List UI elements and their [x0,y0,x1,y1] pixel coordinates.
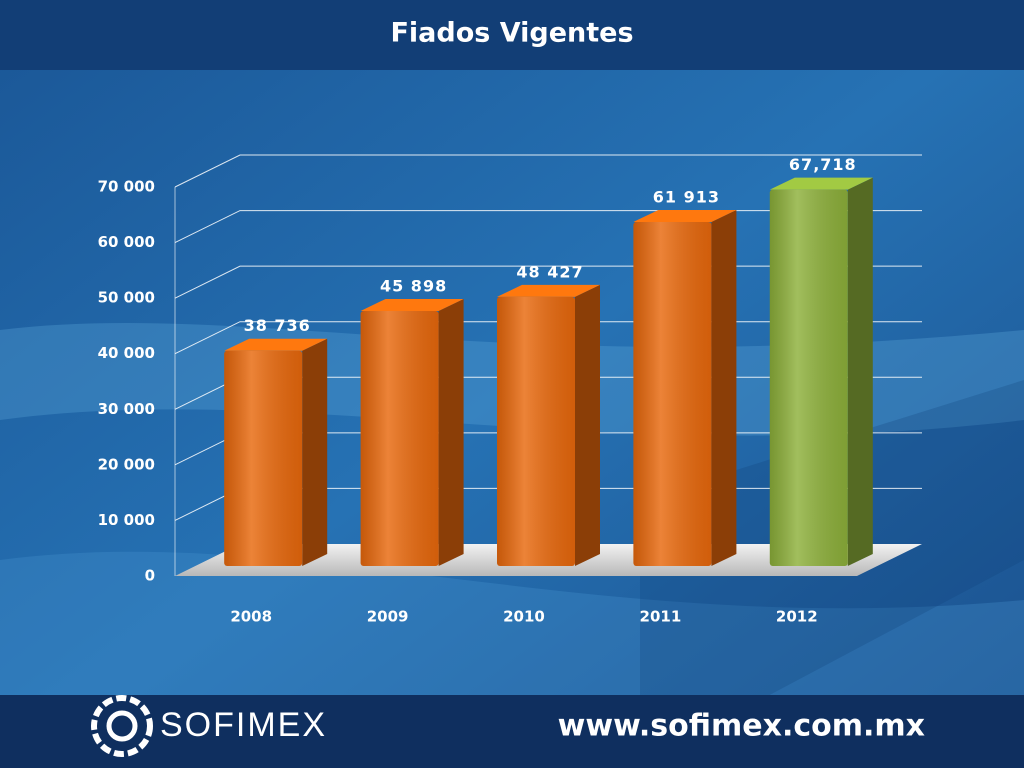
bar-shine [224,350,303,566]
bar-side [847,177,873,566]
data-label: 48 427 [516,262,583,281]
bar-side [711,209,737,566]
bar-top [224,338,328,351]
brand-name: SOFIMEX [160,706,327,744]
bar-shine [360,310,439,566]
x-tick-label: 2012 [776,608,818,626]
logo-ring [91,695,153,757]
bar-top [769,177,873,190]
footer-band [0,695,1024,768]
y-tick-label: 10 000 [98,511,155,529]
x-tick-label: 2011 [640,608,682,626]
bar-shine [497,296,575,566]
x-tick-label: 2008 [230,608,272,626]
y-tick-label: 50 000 [98,289,155,307]
data-label: 61 913 [653,187,720,206]
bar-top [360,298,464,311]
bar-shine [633,221,712,566]
y-tick-label: 30 000 [98,400,155,418]
y-tick-label: 0 [145,567,155,585]
bar-shine [769,189,848,566]
bar-side [575,284,600,566]
x-tick-label: 2009 [367,608,409,626]
y-tick-label: 70 000 [98,178,155,196]
y-tick-label: 60 000 [98,233,155,251]
bar-side [438,298,464,566]
bar-top [497,284,600,297]
chart-title: Fiados Vigentes [390,18,633,49]
logo-icon [91,695,153,757]
data-label: 67,718 [789,155,857,174]
data-label: 45 898 [380,276,447,295]
grid-line [174,154,922,188]
logo-core [106,710,138,742]
y-tick-label: 40 000 [98,344,155,362]
x-tick-label: 2010 [503,608,545,626]
bar-side [302,338,328,566]
bar-top [633,209,737,222]
website-url: www.sofimex.com.mx [558,709,925,744]
y-tick-label: 20 000 [98,455,155,473]
data-label: 38 736 [244,316,311,335]
plot: 0 10 000 20 000 30 000 40 000 50 000 60 000 70 … [98,154,922,626]
background-swoosh [0,551,1024,700]
header-band [0,0,1024,70]
